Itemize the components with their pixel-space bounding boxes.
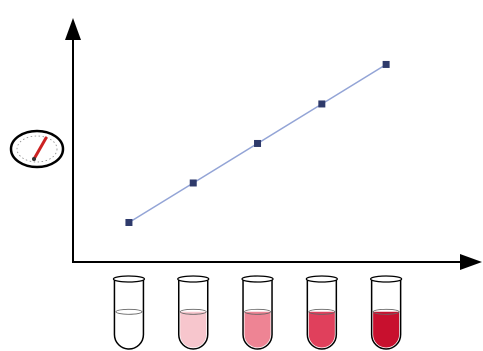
tube-1-liquid bbox=[115, 311, 142, 348]
data-point-4 bbox=[318, 100, 326, 108]
tube-5-liquid bbox=[373, 311, 400, 348]
tube-4-rim bbox=[305, 275, 338, 283]
tube-3 bbox=[241, 275, 274, 350]
tube-1 bbox=[112, 275, 146, 350]
data-point-2 bbox=[189, 179, 197, 187]
tube-4-meniscus bbox=[308, 308, 336, 315]
tube-3-meniscus bbox=[244, 308, 271, 315]
tubes-layer bbox=[112, 275, 403, 350]
tube-3-rim bbox=[241, 275, 274, 283]
axes bbox=[65, 18, 482, 270]
tube-2 bbox=[177, 275, 210, 350]
tube-3-liquid bbox=[244, 311, 271, 348]
tube-5 bbox=[369, 275, 403, 350]
tube-2-outline bbox=[177, 279, 209, 350]
data-point-3 bbox=[254, 139, 262, 147]
tube-1-rim bbox=[112, 275, 146, 283]
tube-2-meniscus bbox=[179, 308, 207, 315]
x-axis-arrow bbox=[460, 254, 482, 270]
tube-4-outline bbox=[306, 279, 338, 350]
y-axis-arrow bbox=[65, 18, 81, 40]
tube-4-liquid bbox=[308, 311, 335, 348]
tube-2-liquid bbox=[180, 311, 207, 348]
data-point-1 bbox=[125, 218, 133, 226]
tube-3-outline bbox=[242, 279, 273, 350]
tube-1-outline bbox=[113, 279, 145, 350]
tube-4 bbox=[305, 275, 338, 350]
series-layer bbox=[125, 60, 390, 226]
data-point-5 bbox=[382, 60, 390, 68]
tube-2-rim bbox=[177, 275, 210, 283]
tube-5-rim bbox=[369, 275, 403, 283]
tube-5-outline bbox=[370, 279, 402, 350]
tube-1-meniscus bbox=[115, 308, 143, 315]
gauge-icon bbox=[9, 129, 65, 169]
tube-5-meniscus bbox=[372, 308, 400, 315]
